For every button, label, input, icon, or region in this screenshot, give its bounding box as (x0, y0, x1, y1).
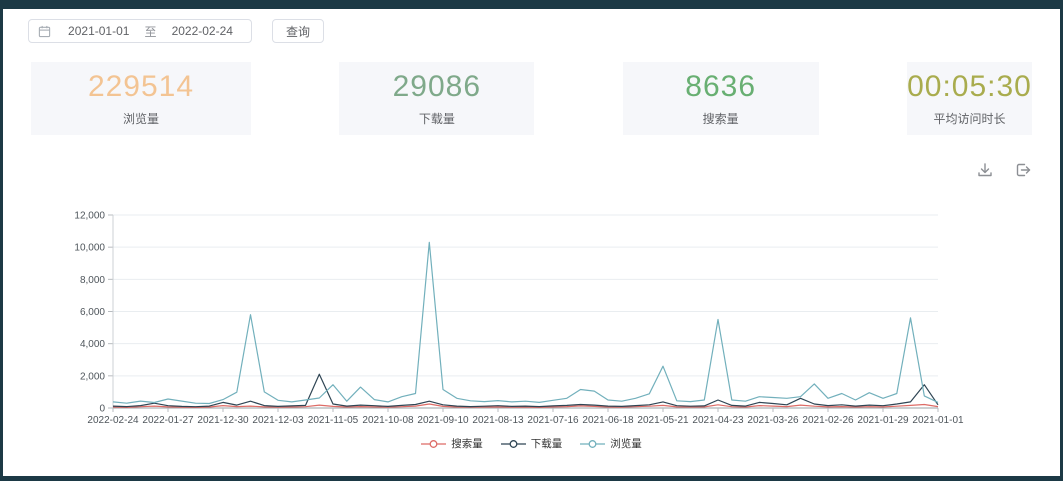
legend-item-pageview-volume[interactable]: 浏览量 (580, 436, 642, 451)
chart-legend: 搜索量 下载量 浏览量 (3, 436, 1060, 451)
calendar-icon (38, 25, 51, 38)
legend-marker-icon (421, 439, 447, 448)
stat-label: 搜索量 (702, 112, 739, 126)
legend-item-download-volume[interactable]: 下载量 (500, 436, 563, 451)
svg-text:2021-12-30: 2021-12-30 (197, 415, 249, 426)
svg-text:2021-01-29: 2021-01-29 (857, 415, 909, 426)
svg-text:12,000: 12,000 (74, 211, 105, 222)
date-start-field[interactable]: 2021-01-01 (68, 24, 130, 38)
legend-marker-icon (580, 439, 606, 448)
svg-text:2021-03-26: 2021-03-26 (747, 415, 799, 426)
stats-row: 229514 浏览量 29086 下载量 8636 搜索量 00:05:30 平… (31, 62, 1032, 135)
svg-text:2021-08-13: 2021-08-13 (472, 415, 524, 426)
legend-label: 浏览量 (610, 438, 642, 450)
svg-text:0: 0 (99, 404, 105, 415)
date-separator: 至 (144, 24, 157, 39)
stat-value: 229514 (87, 70, 195, 103)
svg-text:2022-02-24: 2022-02-24 (87, 415, 139, 426)
stat-card-avg-duration: 00:05:30 平均访问时长 (906, 62, 1032, 135)
chart-actions (3, 160, 1032, 180)
stat-card-searches: 8636 搜索量 (622, 62, 819, 135)
svg-text:2021-06-18: 2021-06-18 (582, 415, 634, 426)
svg-text:2021-09-10: 2021-09-10 (417, 415, 469, 426)
stat-value: 00:05:30 (907, 70, 1032, 103)
download-icon[interactable] (976, 160, 994, 180)
stat-card-pageviews: 229514 浏览量 (31, 62, 251, 135)
stat-label: 浏览量 (122, 112, 159, 126)
svg-text:2,000: 2,000 (80, 371, 105, 382)
svg-text:2021-12-03: 2021-12-03 (252, 415, 304, 426)
export-icon[interactable] (1014, 160, 1032, 180)
legend-label: 下载量 (530, 438, 563, 450)
stat-card-downloads: 29086 下载量 (339, 62, 535, 135)
svg-text:2021-11-05: 2021-11-05 (308, 415, 359, 426)
legend-marker-icon (500, 439, 526, 448)
stat-label: 下载量 (418, 112, 455, 126)
svg-text:2022-01-27: 2022-01-27 (142, 415, 194, 426)
date-end-field[interactable]: 2022-02-24 (171, 24, 233, 38)
svg-text:2021-02-26: 2021-02-26 (802, 415, 854, 426)
stat-label: 平均访问时长 (933, 112, 1006, 126)
date-range-picker[interactable]: 2021-01-01 至 2022-02-24 (28, 19, 252, 43)
svg-text:2021-05-21: 2021-05-21 (637, 415, 689, 426)
svg-text:2021-01-01: 2021-01-01 (912, 415, 964, 426)
svg-text:2021-07-16: 2021-07-16 (527, 415, 579, 426)
legend-label: 搜索量 (451, 438, 483, 450)
svg-text:2021-10-08: 2021-10-08 (362, 415, 414, 426)
svg-text:6,000: 6,000 (80, 307, 105, 318)
svg-text:8,000: 8,000 (80, 275, 105, 286)
svg-text:2021-04-23: 2021-04-23 (692, 415, 744, 426)
stat-value: 8636 (685, 70, 757, 103)
line-chart[interactable]: 0 2,000 4,000 6,000 8,000 10,000 12,000 2022-02… (60, 205, 1005, 435)
toolbar: 2021-01-01 至 2022-02-24 查询 (28, 19, 1060, 43)
svg-text:4,000: 4,000 (80, 339, 105, 350)
legend-item-search-volume[interactable]: 搜索量 (421, 436, 483, 451)
query-button[interactable]: 查询 (272, 19, 325, 43)
svg-text:10,000: 10,000 (74, 243, 105, 254)
stat-value: 29086 (392, 70, 482, 103)
